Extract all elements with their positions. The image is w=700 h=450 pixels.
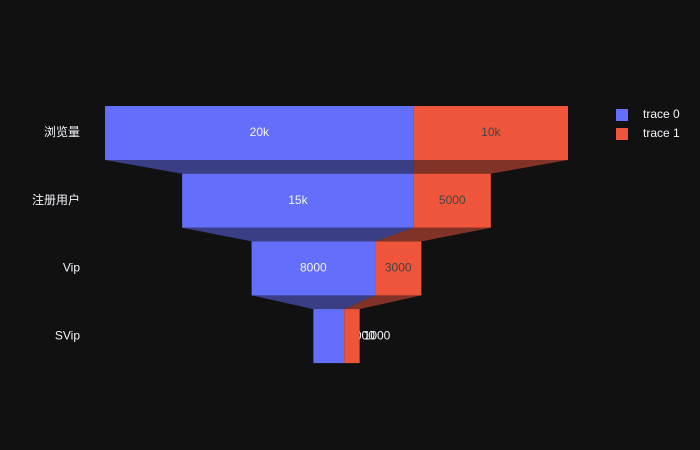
connector [105,160,414,174]
funnel-bar [413,173,491,228]
funnel-bar [251,241,376,296]
data-label: 5000 [439,193,466,207]
connector [251,295,376,310]
data-label: 1000 [364,328,391,342]
connector [182,227,414,242]
funnel-bar [375,241,422,296]
connector [413,160,568,174]
data-label: 8000 [300,261,327,275]
data-label: 15k [288,193,308,207]
connector [344,295,422,310]
category-label: Vip [63,261,80,275]
legend-label: trace 1 [643,126,680,140]
legend-swatch [616,109,628,121]
category-label: 浏览量 [44,124,80,139]
funnel-bar [182,173,414,228]
data-label: 10k [481,125,501,139]
data-label: 20k [250,125,270,139]
funnel-bar [413,106,568,160]
funnel-bar [344,309,360,364]
funnel-bar [313,309,345,364]
data-label: 3000 [385,261,412,275]
legend-label: trace 0 [643,107,680,121]
category-label: 注册用户 [32,192,80,207]
connector [375,227,491,242]
funnel-bar [105,106,414,160]
category-label: SVip [55,328,80,342]
legend-swatch [616,128,628,140]
